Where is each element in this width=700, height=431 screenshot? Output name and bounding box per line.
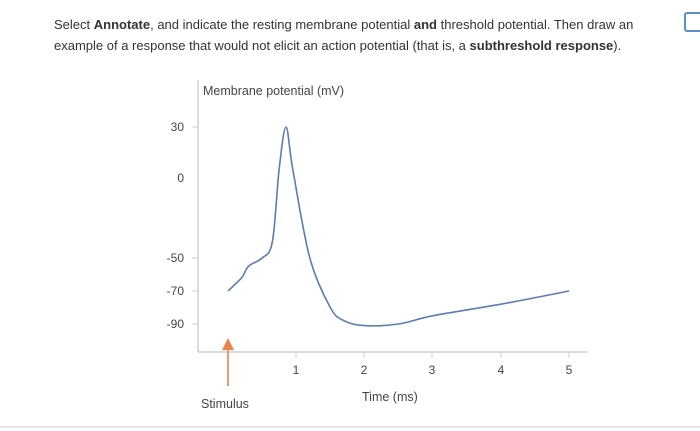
instructions-part-1: Select [54,17,94,32]
stimulus-label: Stimulus [201,397,249,411]
y-ticks: 30 0 -50 -70 -90 [167,120,198,331]
y-tick-label: 0 [177,171,184,185]
x-ticks: 1 2 3 4 5 [293,352,573,377]
x-tick-label: 2 [361,363,368,377]
stimulus-arrow-icon [222,338,234,386]
action-potential-curve [227,126,570,327]
x-tick-label: 1 [293,363,300,377]
y-tick-label: 30 [171,120,185,134]
y-tick-label: -90 [167,317,185,331]
instructions-part-4: ). [613,38,622,53]
y-tick-label: -50 [167,251,185,265]
subthreshold-keyword: subthreshold response [469,38,614,53]
instructions-part-3: threshold potential. Then draw an exampl… [54,17,634,53]
y-axis-label: Membrane potential (mV) [203,84,344,98]
x-axis-label: Time (ms) [362,390,418,404]
x-tick-label: 5 [566,363,573,377]
y-tick-label: -70 [167,284,185,298]
stimulus-arrow-head [222,338,234,350]
bottom-divider [0,426,700,428]
instructions-part-2: , and indicate the resting membrane pote… [150,17,414,32]
x-tick-label: 3 [429,363,436,377]
annotate-keyword: Annotate [93,17,151,32]
and-keyword: and [413,17,437,32]
x-tick-label: 4 [498,363,505,377]
annotate-checkbox[interactable] [684,12,700,32]
instructions-text: Select Annotate, and indicate the restin… [54,14,664,56]
